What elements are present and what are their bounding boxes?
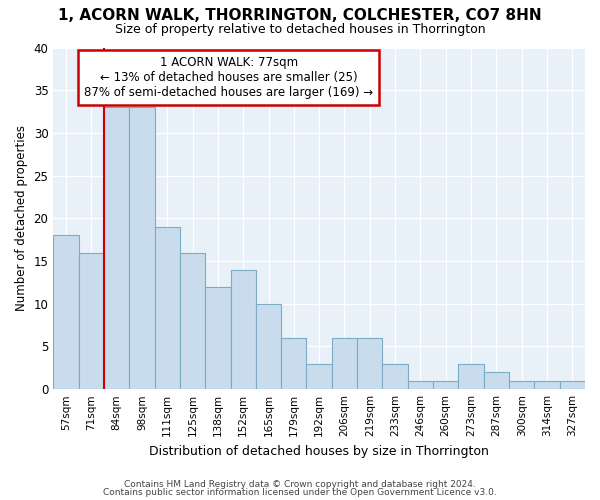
Y-axis label: Number of detached properties: Number of detached properties — [15, 126, 28, 312]
Bar — [307, 364, 332, 389]
X-axis label: Distribution of detached houses by size in Thorrington: Distribution of detached houses by size … — [149, 444, 489, 458]
Bar — [535, 380, 560, 389]
Bar — [484, 372, 509, 389]
Bar — [180, 252, 205, 389]
Bar — [357, 338, 382, 389]
Bar — [53, 236, 79, 389]
Bar — [382, 364, 408, 389]
Text: Contains public sector information licensed under the Open Government Licence v3: Contains public sector information licen… — [103, 488, 497, 497]
Bar — [458, 364, 484, 389]
Bar — [560, 380, 585, 389]
Text: Contains HM Land Registry data © Crown copyright and database right 2024.: Contains HM Land Registry data © Crown c… — [124, 480, 476, 489]
Bar — [79, 252, 104, 389]
Bar — [509, 380, 535, 389]
Bar — [281, 338, 307, 389]
Bar — [332, 338, 357, 389]
Bar — [408, 380, 433, 389]
Text: 1 ACORN WALK: 77sqm
← 13% of detached houses are smaller (25)
87% of semi-detach: 1 ACORN WALK: 77sqm ← 13% of detached ho… — [84, 56, 373, 99]
Bar — [205, 286, 230, 389]
Bar — [155, 227, 180, 389]
Bar — [433, 380, 458, 389]
Text: 1, ACORN WALK, THORRINGTON, COLCHESTER, CO7 8HN: 1, ACORN WALK, THORRINGTON, COLCHESTER, … — [58, 8, 542, 22]
Bar — [256, 304, 281, 389]
Bar — [129, 108, 155, 389]
Bar — [230, 270, 256, 389]
Text: Size of property relative to detached houses in Thorrington: Size of property relative to detached ho… — [115, 22, 485, 36]
Bar — [104, 108, 129, 389]
